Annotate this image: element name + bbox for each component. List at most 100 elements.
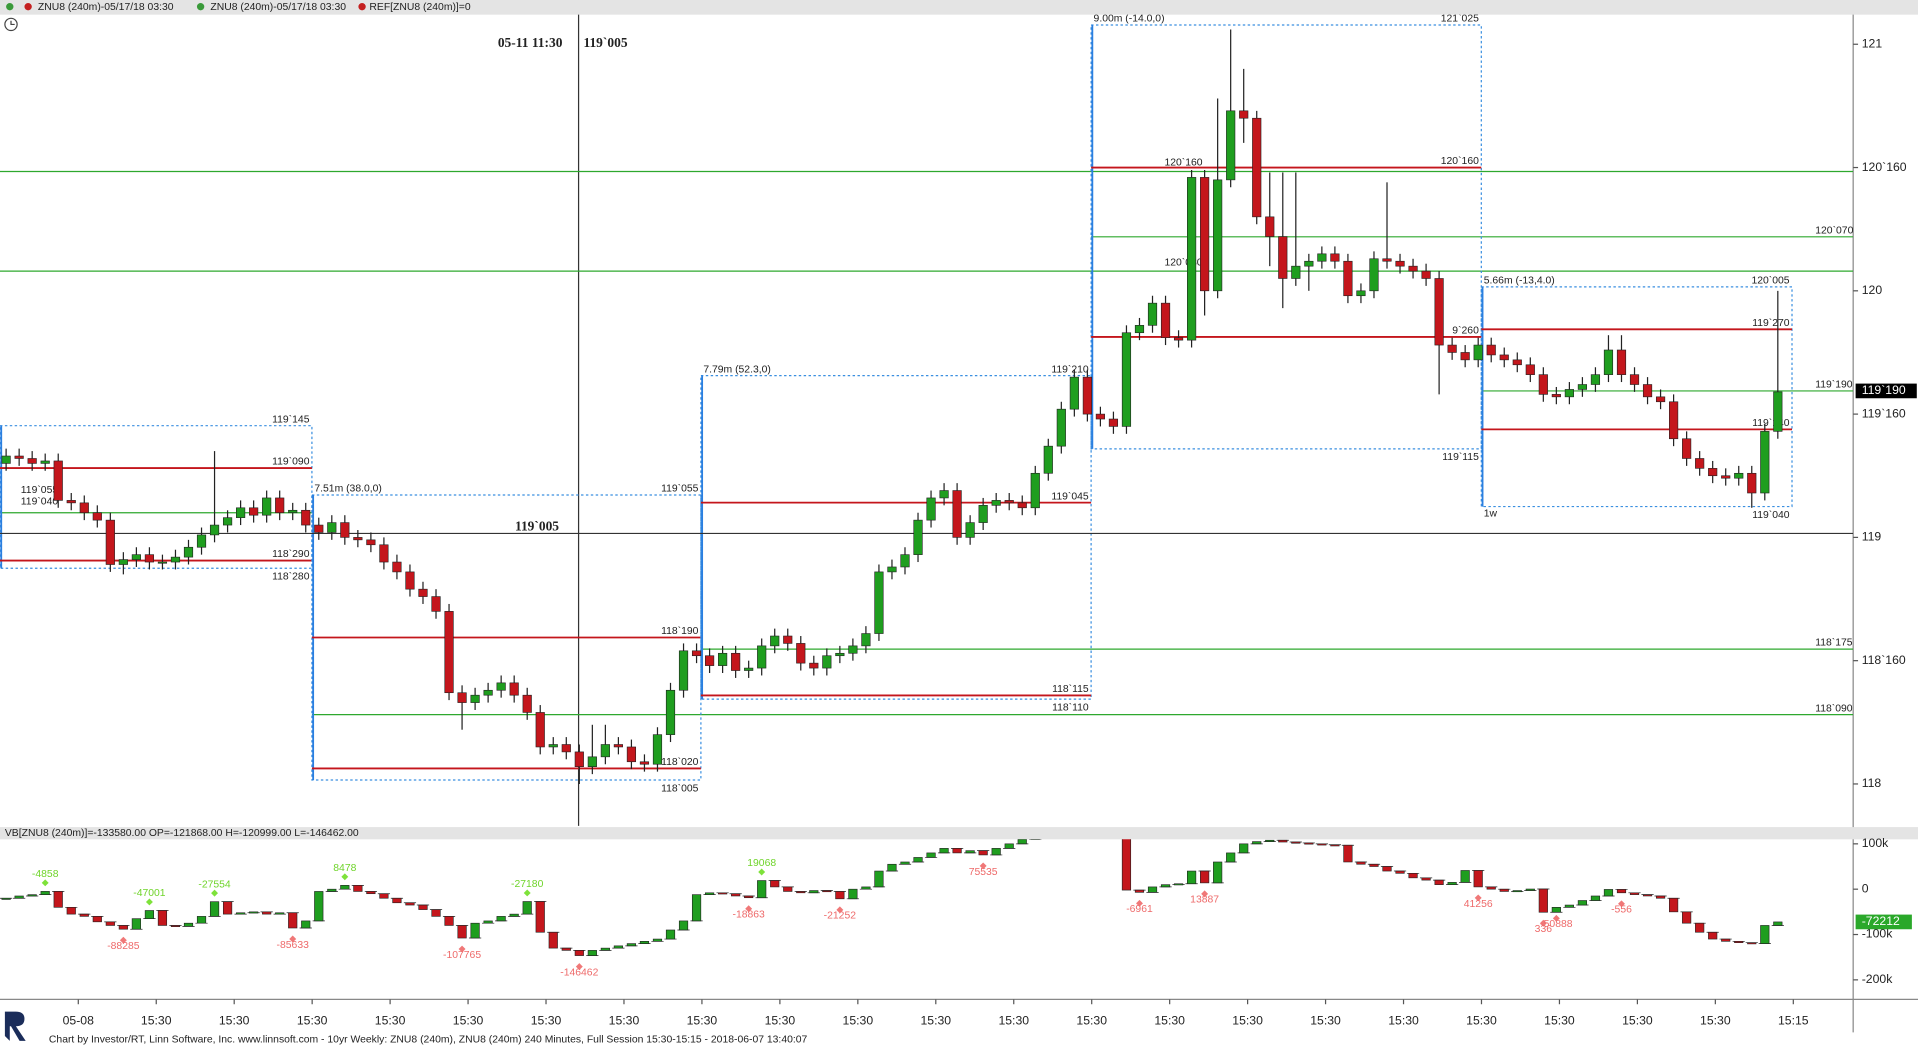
candle-body	[1564, 389, 1574, 398]
delta-bar	[1434, 879, 1444, 885]
delta-bar	[288, 912, 298, 929]
delta-bar	[600, 947, 610, 951]
profile-level-label: 119`090	[272, 456, 310, 468]
delta-bar	[1590, 895, 1601, 901]
delta-bar	[1304, 842, 1314, 845]
y-tick-label: 118`160	[1862, 653, 1906, 667]
candle-body	[66, 500, 76, 504]
candle-body	[991, 500, 1001, 506]
delta-bar	[1655, 895, 1666, 899]
label-marker	[1136, 899, 1143, 907]
delta-bar	[1187, 870, 1197, 885]
candle-body	[1017, 502, 1027, 509]
candle-body	[952, 490, 962, 538]
delta-bar	[1538, 888, 1548, 913]
x-tick-label: 05-08	[63, 1014, 94, 1028]
profile-low: 119`115	[1442, 451, 1479, 463]
value-label: -50888	[1540, 919, 1573, 930]
profile-level-label: 119`140	[1752, 417, 1790, 429]
level-label: 118`090	[1815, 702, 1853, 714]
delta-bar	[379, 893, 389, 899]
candle-body	[613, 744, 623, 748]
tab-label[interactable]: ZNU8 (240m)-05/17/18 03:30	[210, 2, 346, 13]
candle-body	[561, 744, 571, 753]
candle-body	[809, 662, 819, 669]
delta-bar	[1070, 803, 1079, 812]
candle-body	[1629, 374, 1640, 385]
candle-body	[496, 682, 506, 691]
delta-bar	[170, 925, 181, 927]
y-tick-label: 119`160	[1862, 406, 1906, 420]
delta-bar	[1121, 839, 1132, 891]
candle-body	[483, 689, 493, 696]
delta-bar	[405, 902, 415, 906]
profile-low: 118`110	[1052, 701, 1089, 713]
clock-icon[interactable]	[4, 17, 18, 32]
delta-bar	[587, 950, 597, 956]
delta-bar	[757, 880, 767, 899]
profile-high: 119`055	[661, 483, 699, 495]
x-tick-label: 15:30	[297, 1014, 328, 1028]
tab-label[interactable]: ZNU8 (240m)-05/17/18 03:30	[38, 2, 174, 13]
y-tick-label: -200k	[1862, 972, 1893, 986]
delta-bar	[14, 895, 24, 899]
candle-body	[1121, 332, 1132, 427]
logo	[4, 1011, 26, 1041]
candle-body	[1030, 472, 1040, 509]
candle-body	[340, 522, 350, 538]
value-label: -146462	[560, 967, 598, 978]
candle-body	[1147, 302, 1158, 326]
delta-bar	[874, 870, 884, 888]
candle-body	[1760, 431, 1770, 494]
delta-bar	[1317, 843, 1327, 846]
delta-bar	[236, 912, 246, 915]
candle-body	[1499, 354, 1509, 361]
delta-bar	[1200, 870, 1210, 884]
candle-body	[1460, 352, 1470, 361]
candle-body	[1330, 253, 1340, 262]
delta-bar	[1369, 863, 1379, 867]
candle-body	[1252, 117, 1262, 218]
candle-body	[1538, 374, 1548, 395]
candle-body	[444, 611, 454, 694]
candle-body	[848, 645, 858, 654]
profile-header: 7.51m (38.0,0)	[314, 484, 382, 495]
delta-bar	[92, 916, 102, 923]
value-label: -88285	[107, 941, 140, 952]
delta-bar	[1616, 889, 1627, 894]
candle-body	[1616, 349, 1627, 375]
value-label: 19068	[747, 858, 776, 869]
candle-body	[1004, 500, 1014, 504]
delta-bar	[1291, 841, 1301, 844]
delta-bar	[470, 922, 480, 939]
delta-bar	[196, 916, 207, 924]
delta-bar	[1057, 812, 1066, 821]
tab-label[interactable]: REF[ZNU8 (240m)]=0	[369, 2, 470, 13]
x-tick-label: 15:30	[1232, 1014, 1263, 1028]
delta-bar	[1708, 931, 1718, 940]
delta-bar	[183, 922, 194, 927]
profile-level-label: 118`115	[1052, 683, 1089, 695]
profile-header: 5.66m (-13,4.0)	[1484, 276, 1555, 287]
candle-body	[796, 643, 806, 664]
delta-bar	[222, 901, 233, 915]
delta-bar	[392, 897, 402, 904]
delta-bar	[718, 892, 728, 895]
delta-bar	[209, 901, 220, 917]
delta-bar	[249, 911, 259, 914]
candle-body	[1408, 265, 1418, 272]
candle-body	[40, 460, 50, 464]
delta-bar	[131, 918, 141, 930]
delta-bar	[353, 885, 363, 892]
x-tick-label: 15:15	[1778, 1014, 1809, 1028]
profile-high: 120`005	[1751, 275, 1789, 287]
candle-body	[1603, 349, 1614, 375]
x-tick-label: 15:30	[1700, 1014, 1731, 1028]
candle-body	[822, 655, 832, 669]
delta-bar	[1460, 870, 1470, 883]
delta-bar	[301, 920, 311, 929]
candle-body	[1356, 290, 1366, 297]
value-label: -556	[1611, 905, 1632, 916]
tab-dot	[196, 3, 205, 11]
